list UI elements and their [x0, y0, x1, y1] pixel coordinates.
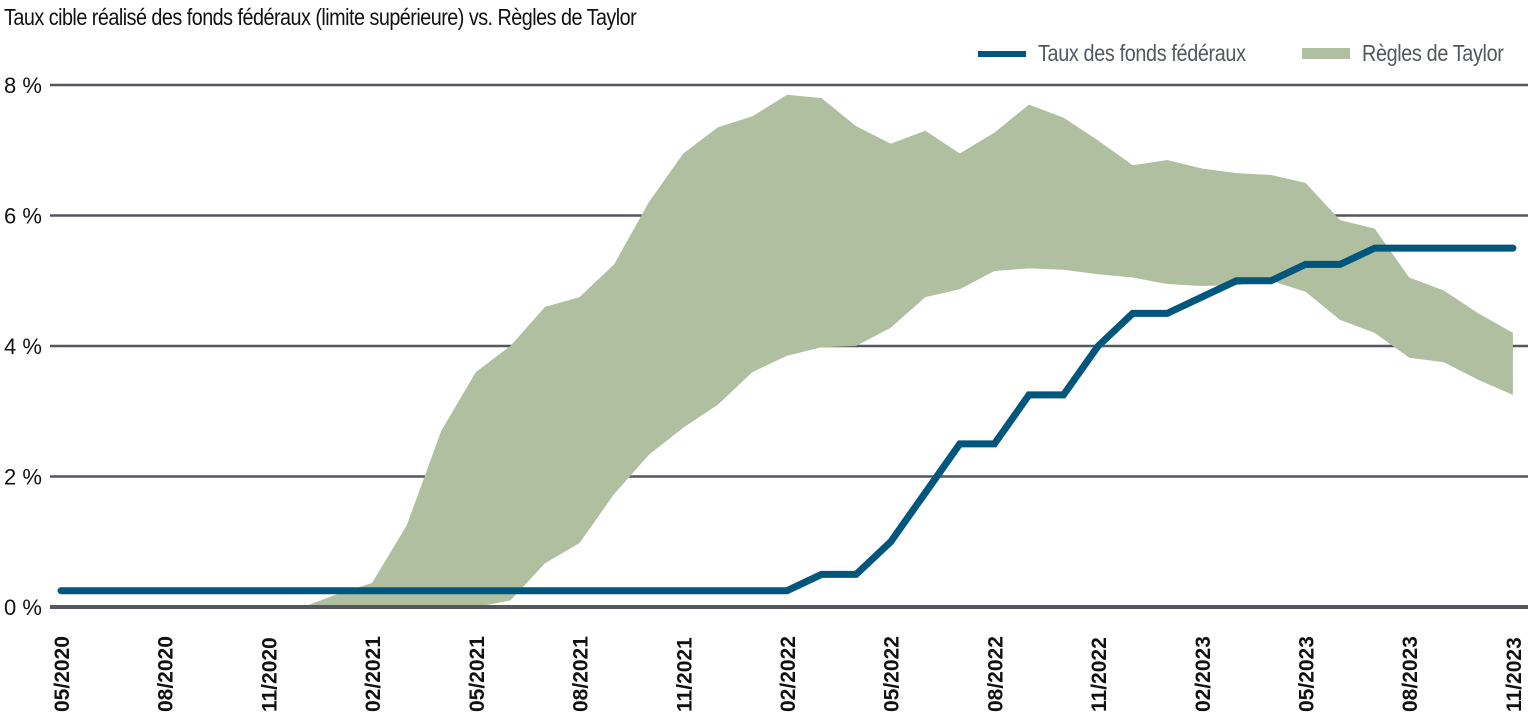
taylor-band — [303, 94, 1513, 608]
x-tick-label: 02/2023 — [1192, 636, 1215, 712]
fed-rate-line — [57, 244, 1517, 595]
y-axis-ticks: 0 % 2 % 4 % 6 % 8 % — [4, 73, 42, 620]
fed-rate-polyline — [57, 244, 1517, 595]
x-tick-label: 11/2021 — [673, 637, 696, 712]
x-tick-label: 05/2023 — [1296, 636, 1319, 712]
legend-item-fed: Taux des fonds fédéraux — [978, 40, 1279, 67]
chart-title: Taux cible réalisé des fonds fédéraux (l… — [4, 4, 637, 30]
x-tick-label: 02/2022 — [777, 636, 800, 712]
x-axis-ticks: 05/2020 08/2020 11/2020 02/2021 05/2021 08/20… — [51, 636, 1526, 712]
y-tick-label: 2 % — [4, 465, 42, 490]
line-swatch-icon — [978, 50, 1027, 57]
legend-label-taylor: Règles de Taylor — [1361, 40, 1504, 66]
y-tick-label: 0 % — [4, 595, 42, 620]
x-tick-label: 11/2022 — [1088, 637, 1111, 712]
x-tick-label: 11/2020 — [258, 637, 281, 712]
y-tick-label: 8 % — [4, 73, 42, 98]
x-tick-label: 02/2021 — [362, 636, 385, 712]
x-tick-label: 08/2020 — [155, 636, 178, 712]
x-tick-label: 08/2023 — [1399, 636, 1422, 712]
x-tick-label: 05/2021 — [466, 636, 489, 712]
x-tick-label: 11/2023 — [1503, 637, 1526, 712]
area-swatch-icon — [1301, 48, 1350, 59]
y-tick-label: 4 % — [4, 334, 42, 359]
legend-label-fed: Taux des fonds fédéraux — [1038, 40, 1246, 66]
legend: Taux des fonds fédéraux Règles de Taylor — [978, 40, 1526, 67]
x-tick-label: 08/2022 — [984, 636, 1007, 712]
taylor-band-area — [303, 94, 1513, 608]
x-tick-label: 05/2022 — [881, 636, 904, 712]
x-tick-label: 05/2020 — [51, 636, 74, 712]
y-tick-label: 6 % — [4, 204, 42, 229]
x-tick-label: 08/2021 — [570, 636, 593, 712]
legend-item-taylor: Règles de Taylor — [1301, 40, 1527, 67]
